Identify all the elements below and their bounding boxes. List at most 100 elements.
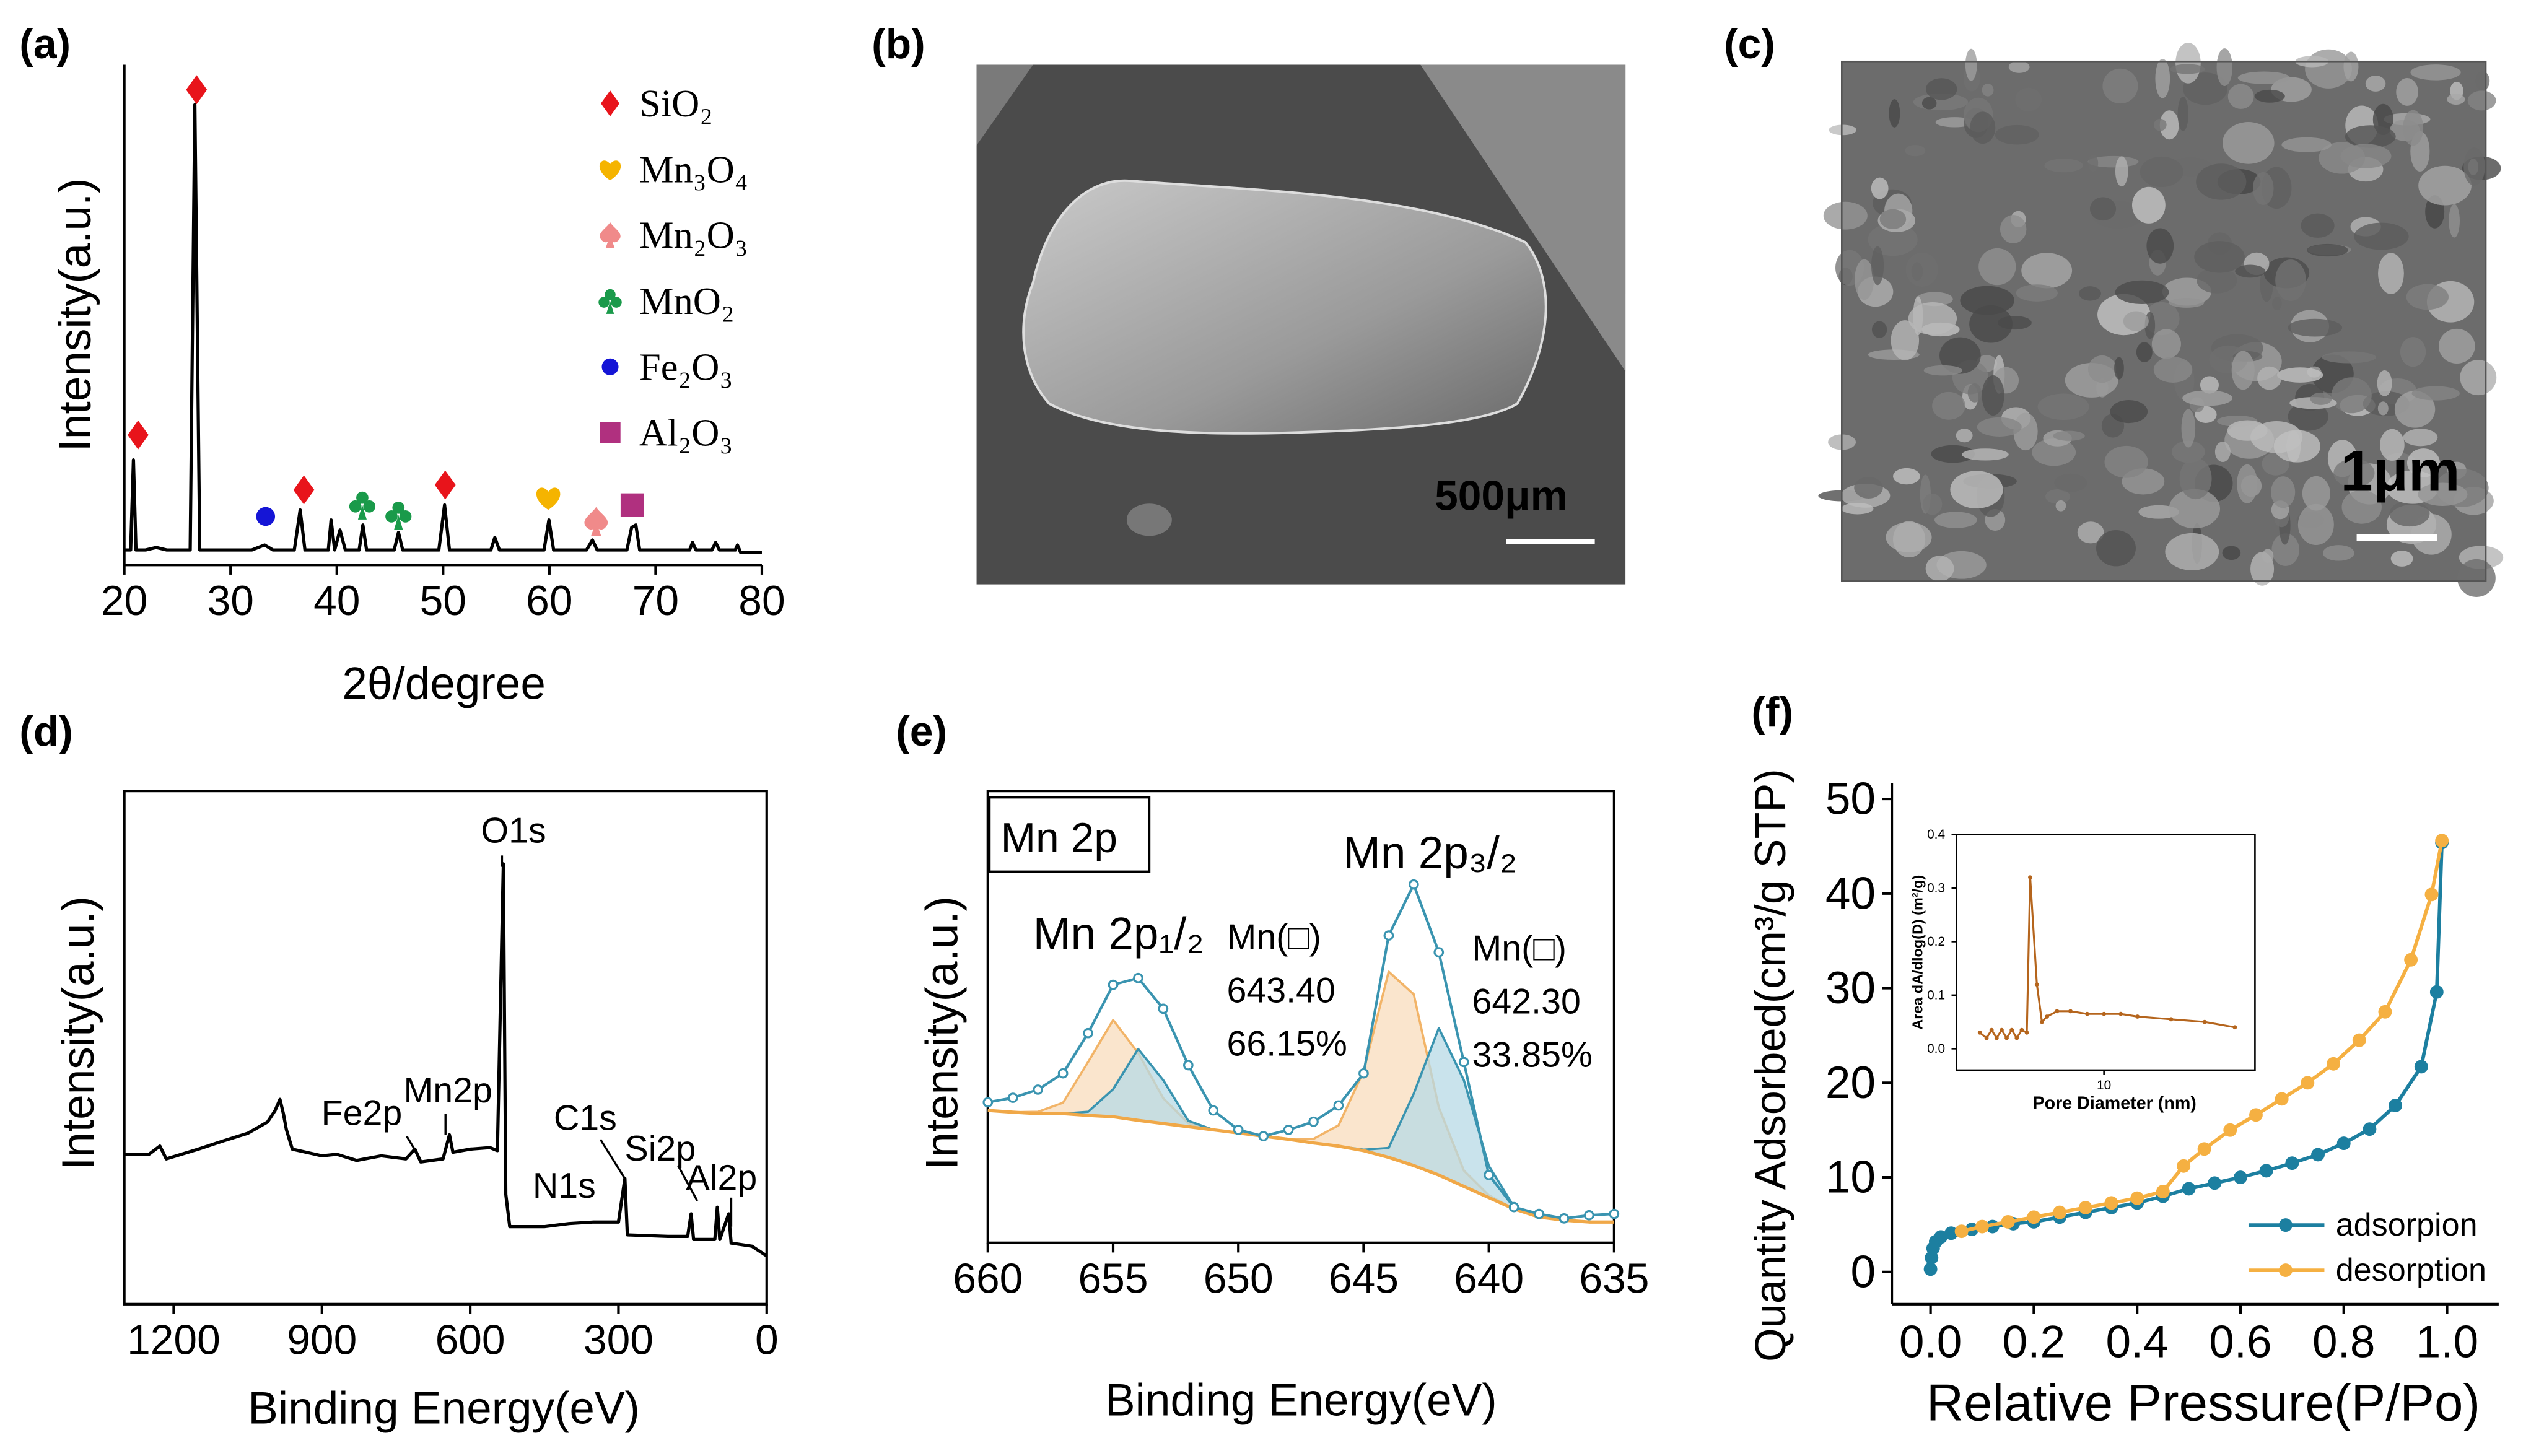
sem-texture (2077, 521, 2104, 544)
peak-label: Al2p (686, 1158, 757, 1198)
component-label: 66.15% (1226, 1024, 1347, 1063)
x-axis-title: 2θ/degree (342, 659, 546, 709)
data-point (2389, 1099, 2403, 1112)
sem-texture (2403, 429, 2438, 447)
data-point (1083, 1027, 1093, 1039)
plot-frame (986, 790, 1615, 1244)
data-point (2053, 1205, 2067, 1219)
peak-label: Mn2p (403, 1071, 492, 1110)
sem-texture (2380, 429, 2405, 461)
data-point (1558, 1213, 1570, 1224)
plot-frame (1956, 834, 2256, 1071)
sem-texture (2281, 137, 2332, 152)
peak-label: N1s (533, 1166, 596, 1206)
sem-texture (2197, 267, 2237, 294)
x-tick-label: 645 (1329, 1255, 1399, 1302)
data-point (2118, 1011, 2123, 1016)
sem-texture (2200, 376, 2219, 394)
data-point (982, 1097, 994, 1108)
data-point (2363, 1122, 2377, 1136)
legend-marker (601, 358, 619, 375)
sem-texture (2089, 197, 2117, 221)
x-tick-label: 0.4 (2105, 1317, 2168, 1367)
data-point (1333, 1100, 1344, 1111)
data-point (2435, 834, 2449, 848)
y-tick-label: 10 (1825, 1153, 1876, 1203)
data-point (2327, 1057, 2340, 1071)
sem-texture (1965, 48, 1977, 81)
x-tick-label: 1200 (127, 1317, 221, 1363)
sem-texture (1982, 84, 1994, 97)
data-point (1358, 1068, 1369, 1079)
sem-texture (2389, 500, 2430, 527)
sem-texture (2096, 530, 2136, 567)
x-tick-label: 650 (1204, 1255, 1274, 1302)
sem-texture (2169, 489, 2221, 529)
component-label: 642.30 (1472, 982, 1581, 1022)
x-tick-label: 40 (313, 578, 360, 624)
x-tick-label: 0.6 (2209, 1317, 2271, 1367)
data-point (2285, 1156, 2299, 1170)
sem-texture (1931, 445, 1975, 463)
data-point (1233, 1125, 1244, 1135)
data-point (1954, 1224, 1969, 1239)
sem-texture (2102, 68, 2138, 104)
peak-leader (406, 1135, 417, 1153)
x-tick-label: 50 (420, 578, 466, 624)
x-tick-label: 80 (738, 578, 785, 624)
peak-label: O1s (481, 811, 546, 851)
phase-marker (434, 470, 456, 500)
data-point (2429, 985, 2444, 999)
data-point (1934, 1230, 1948, 1244)
x-tick-label: 60 (526, 578, 572, 624)
data-point (2169, 1017, 2174, 1022)
data-point (2068, 1009, 2073, 1014)
data-point (1994, 1035, 1999, 1040)
panel-label: (c) (1724, 21, 1775, 68)
sem-texture (2227, 84, 2254, 109)
sem-texture (2227, 420, 2268, 441)
sem-texture (2310, 392, 2332, 405)
sem-texture (2403, 110, 2424, 146)
data-point (2259, 1164, 2273, 1178)
x-axis-title: Relative Pressure(P/Po) (1926, 1374, 2480, 1431)
sem-texture (2013, 412, 2038, 451)
data-point (1584, 1210, 1594, 1221)
sem-texture (2196, 163, 2247, 200)
sem-texture (1868, 223, 1918, 256)
data-point (2301, 1076, 2315, 1090)
sem-texture (1978, 248, 2016, 286)
x-tick-label: 655 (1078, 1255, 1148, 1302)
sem-texture (2087, 355, 2117, 383)
sem-debris (1126, 503, 1172, 536)
sem-texture (2155, 58, 2170, 98)
peak-leader (676, 1164, 699, 1201)
peak-label: Si2p (624, 1129, 696, 1169)
panel-label: (b) (872, 21, 925, 68)
y-tick-label: 30 (1825, 963, 1876, 1013)
data-point (2177, 1159, 2191, 1173)
y-axis-title: Intensity(a.u.) (50, 178, 100, 451)
sem-texture (1977, 417, 2022, 437)
y-axis-title: Area dA/dlog(D) (m²/g) (1910, 875, 1926, 1030)
legend-marker (2278, 1263, 2293, 1278)
sem-texture (1879, 209, 1907, 229)
x-tick-label: 635 (1579, 1255, 1649, 1302)
legend-marker (600, 222, 621, 248)
sem-texture (1982, 375, 2004, 416)
sem-texture (2302, 476, 2330, 511)
sem-texture (2104, 445, 2148, 478)
peak-label: Fe2p (321, 1094, 403, 1133)
data-point (1944, 1226, 1958, 1240)
sem-texture (2123, 311, 2149, 331)
sem-texture (2254, 89, 2285, 103)
sem-texture (1823, 201, 1868, 230)
sem-texture (1932, 391, 1965, 420)
sem-texture (1934, 512, 1977, 528)
data-point (2223, 1123, 2237, 1137)
sem-texture (2406, 284, 2449, 310)
phase-marker (293, 475, 315, 505)
sem-texture (2177, 97, 2188, 131)
data-point (1158, 1003, 1169, 1014)
